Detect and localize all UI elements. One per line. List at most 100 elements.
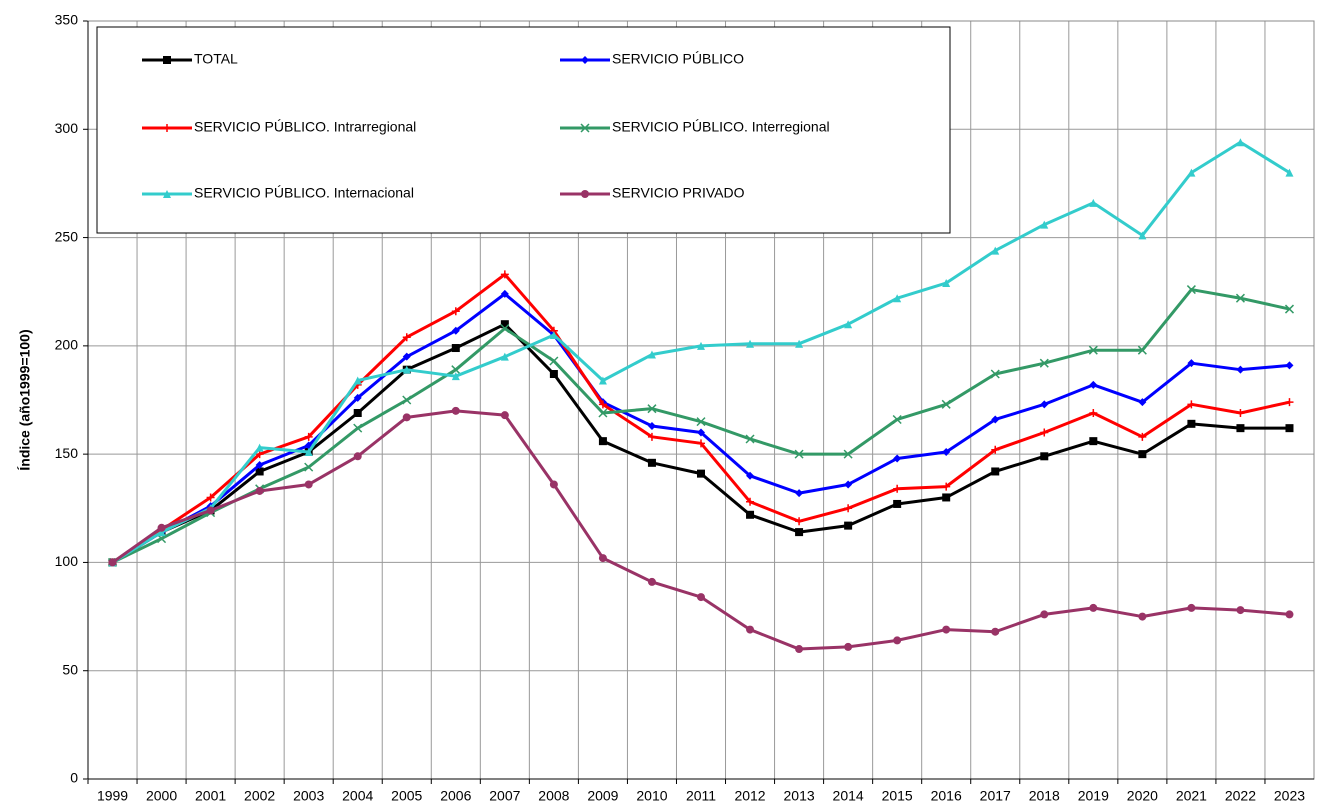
marker [163, 124, 171, 132]
legend-label: TOTAL [194, 51, 238, 67]
x-tick-label: 2012 [734, 788, 765, 804]
marker [549, 331, 558, 340]
marker [844, 521, 853, 530]
marker [402, 413, 411, 422]
marker [795, 645, 804, 654]
marker [893, 499, 902, 508]
y-axis-label: Índice (año1999=100) [17, 329, 33, 470]
marker [598, 437, 607, 446]
series-line [111, 272, 1290, 564]
x-tick-label: 2009 [587, 788, 618, 804]
marker [1040, 452, 1049, 461]
marker [1089, 198, 1098, 207]
marker [746, 510, 755, 519]
x-tick-label: 2008 [538, 788, 569, 804]
series-line [111, 288, 1290, 564]
x-tick-label: 2015 [882, 788, 913, 804]
marker [157, 523, 166, 532]
marker [451, 406, 460, 415]
marker [990, 369, 1000, 379]
x-tick-label: 2019 [1078, 788, 1109, 804]
marker [1039, 358, 1049, 368]
marker [304, 432, 313, 441]
marker [1187, 419, 1196, 428]
marker [1138, 450, 1147, 459]
marker [598, 376, 607, 385]
marker [795, 489, 804, 498]
marker [163, 190, 171, 198]
marker [353, 376, 362, 385]
marker [549, 370, 558, 379]
marker [1236, 606, 1245, 615]
marker [549, 356, 559, 366]
y-tick-label: 350 [55, 12, 79, 28]
y-tick-label: 250 [55, 228, 79, 244]
marker [1187, 603, 1196, 612]
marker [1187, 359, 1196, 368]
marker [1236, 408, 1245, 417]
marker [549, 480, 558, 489]
marker [598, 554, 607, 563]
x-tick-label: 2022 [1225, 788, 1256, 804]
marker [647, 432, 656, 441]
marker [304, 480, 313, 489]
y-tick-label: 50 [62, 661, 78, 677]
x-tick-label: 2011 [686, 788, 716, 804]
x-tick-label: 2013 [784, 788, 815, 804]
x-tick-label: 2007 [489, 788, 520, 804]
marker [1138, 231, 1147, 240]
marker [844, 480, 853, 489]
marker [402, 333, 411, 342]
marker [1088, 345, 1098, 355]
marker [746, 625, 755, 634]
marker [108, 558, 117, 567]
marker [1089, 408, 1098, 417]
marker [941, 399, 951, 409]
series-line [111, 292, 1290, 564]
marker [255, 460, 264, 469]
x-tick-label: 2002 [244, 788, 275, 804]
x-tick-label: 2017 [980, 788, 1011, 804]
y-tick-label: 300 [55, 120, 79, 136]
marker [697, 428, 705, 437]
marker [402, 395, 412, 405]
x-tick-label: 2016 [931, 788, 962, 804]
marker [255, 467, 264, 476]
marker [500, 270, 509, 279]
marker [353, 423, 363, 433]
marker [893, 636, 902, 645]
marker [844, 504, 853, 513]
marker [893, 294, 902, 303]
marker [795, 528, 804, 537]
marker [451, 326, 460, 335]
marker [1187, 168, 1196, 177]
marker [697, 341, 705, 350]
marker [1236, 138, 1245, 147]
marker [942, 482, 951, 491]
marker [696, 417, 706, 427]
marker [647, 577, 656, 586]
marker [1040, 400, 1049, 409]
marker [697, 439, 705, 448]
marker [795, 517, 804, 526]
marker [647, 404, 657, 414]
marker [598, 408, 608, 418]
marker [1040, 610, 1049, 619]
marker [255, 486, 264, 495]
marker [991, 467, 1000, 476]
marker [304, 447, 313, 456]
marker [1236, 424, 1245, 433]
marker [1285, 398, 1294, 407]
marker [1089, 437, 1098, 446]
marker [942, 447, 951, 456]
marker [1089, 380, 1098, 389]
marker [697, 593, 705, 602]
marker [844, 642, 853, 651]
marker [451, 307, 460, 316]
legend-label: SERVICIO PÚBLICO. Intrarregional [194, 119, 416, 135]
x-tick-label: 2010 [636, 788, 667, 804]
marker [1040, 220, 1049, 229]
marker [451, 372, 460, 381]
x-tick-label: 1999 [97, 788, 128, 804]
